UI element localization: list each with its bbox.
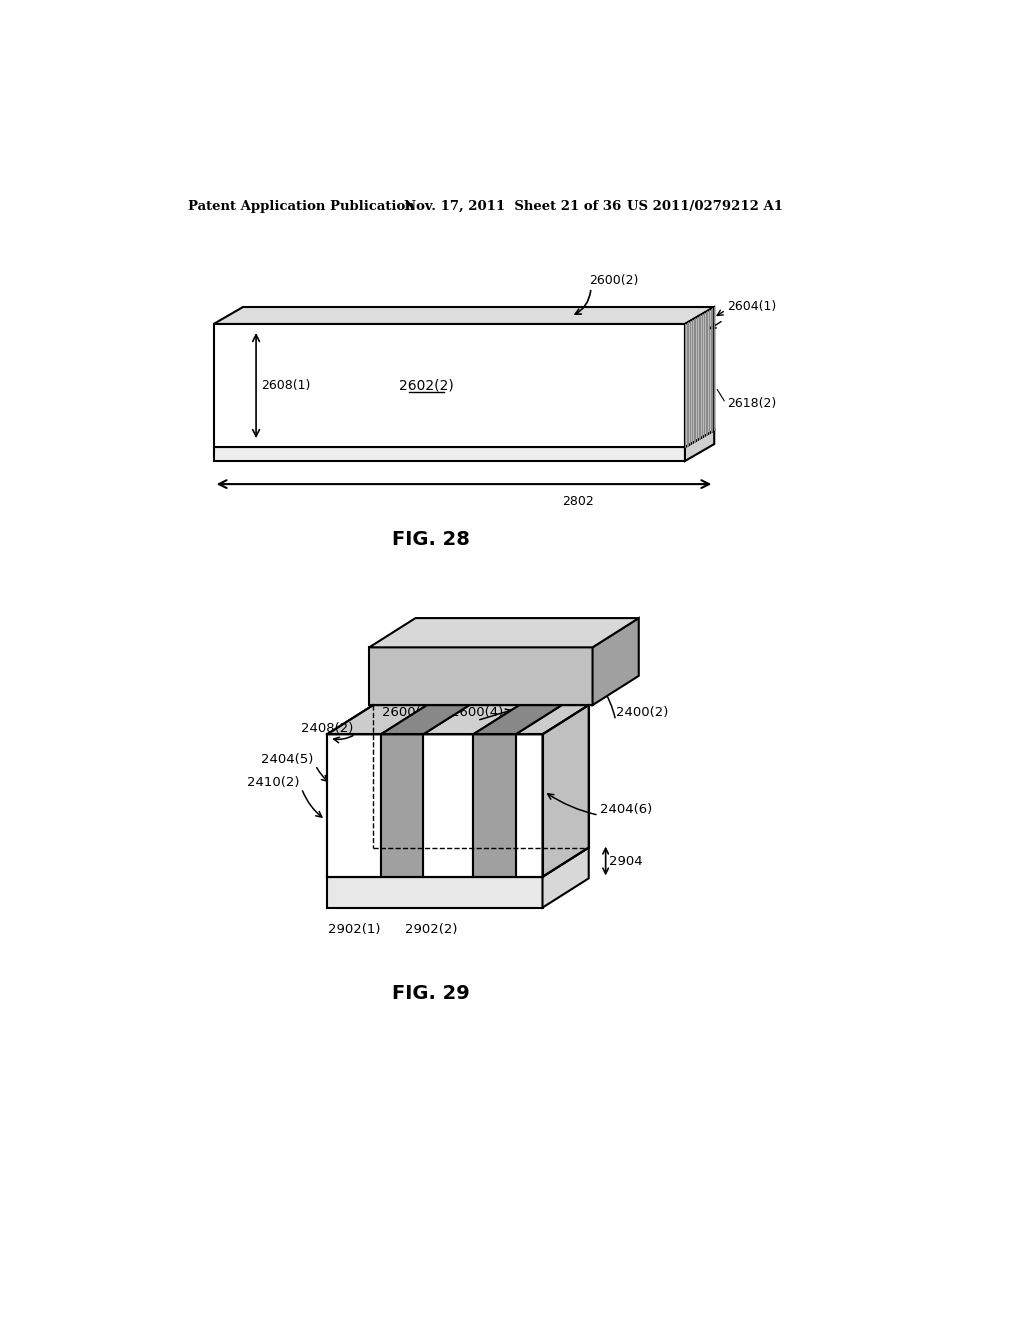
Text: 2802: 2802: [562, 495, 594, 508]
Polygon shape: [543, 847, 589, 908]
Polygon shape: [423, 734, 473, 876]
Text: 2602(2): 2602(2): [399, 379, 454, 392]
Text: 2608(1): 2608(1): [261, 379, 310, 392]
Polygon shape: [473, 734, 515, 876]
Polygon shape: [214, 308, 714, 323]
Polygon shape: [381, 734, 423, 876]
Polygon shape: [423, 705, 519, 734]
Polygon shape: [515, 734, 543, 876]
Text: FIG. 28: FIG. 28: [392, 531, 470, 549]
Text: 2618(2): 2618(2): [727, 397, 776, 409]
Text: Patent Application Publication: Patent Application Publication: [188, 199, 415, 213]
Text: 2410(2): 2410(2): [248, 776, 300, 788]
Text: 2404(6): 2404(6): [600, 803, 652, 816]
Polygon shape: [370, 618, 639, 647]
Polygon shape: [515, 705, 589, 734]
Text: 2604(1): 2604(1): [727, 300, 776, 313]
Text: 2400(2): 2400(2): [615, 706, 668, 719]
Polygon shape: [473, 705, 562, 734]
Polygon shape: [327, 847, 589, 876]
Polygon shape: [593, 618, 639, 705]
Text: 2904: 2904: [609, 855, 643, 869]
Polygon shape: [685, 430, 714, 461]
Text: US 2011/0279212 A1: US 2011/0279212 A1: [628, 199, 783, 213]
Text: 2404(5): 2404(5): [261, 752, 313, 766]
Text: 2902(2): 2902(2): [404, 923, 457, 936]
Polygon shape: [327, 734, 381, 876]
Polygon shape: [214, 323, 685, 447]
Polygon shape: [214, 447, 685, 461]
Polygon shape: [370, 647, 593, 705]
Polygon shape: [381, 705, 469, 734]
Polygon shape: [327, 705, 427, 734]
Text: 2600(2): 2600(2): [589, 273, 638, 286]
Text: FIG. 29: FIG. 29: [392, 985, 470, 1003]
Polygon shape: [543, 705, 589, 876]
Text: 2600(3): 2600(3): [382, 706, 434, 719]
Text: 2408(2): 2408(2): [301, 722, 354, 735]
Text: 2902(1): 2902(1): [328, 923, 380, 936]
Polygon shape: [685, 308, 714, 447]
Text: 2600(4): 2600(4): [451, 706, 503, 719]
Polygon shape: [327, 876, 543, 908]
Text: Nov. 17, 2011  Sheet 21 of 36: Nov. 17, 2011 Sheet 21 of 36: [403, 199, 622, 213]
